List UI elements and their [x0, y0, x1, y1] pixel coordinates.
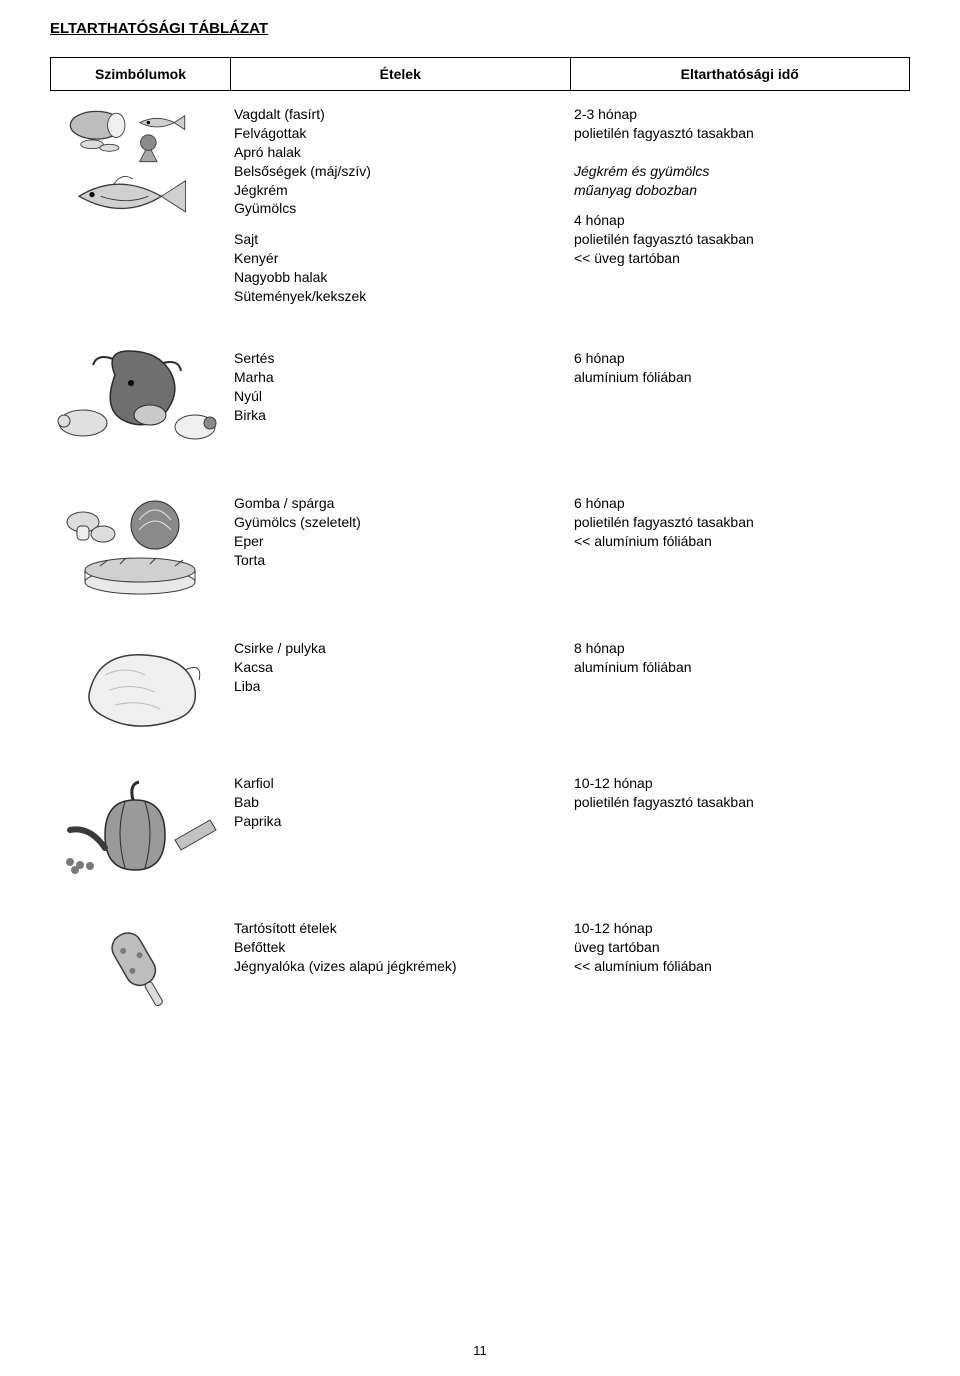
- food-item: Nyúl: [234, 387, 560, 406]
- symbol-vegetables-icon: [50, 770, 230, 880]
- food-item: Csirke / pulyka: [234, 639, 560, 658]
- time-line: műanyag dobozban: [574, 181, 900, 200]
- food-item: Nagyobb halak: [234, 268, 560, 287]
- time-line: Jégkrém és gyümölcs: [574, 162, 900, 181]
- time-line: polietilén fagyasztó tasakban: [574, 124, 900, 143]
- header-time: Eltarthatósági idő: [571, 58, 910, 90]
- table-row: Csirke / pulyka Kacsa Liba 8 hónap alumí…: [50, 635, 910, 735]
- food-item: Torta: [234, 551, 560, 570]
- time-line: polietilén fagyasztó tasakban: [574, 230, 900, 249]
- page-title: ELTARTHATÓSÁGI TÁBLÁZAT: [50, 20, 910, 37]
- food-item: Belsőségek (máj/szív): [234, 162, 560, 181]
- time-line: 2-3 hónap: [574, 105, 900, 124]
- time-cell: 10-12 hónap üveg tartóban << alumínium f…: [570, 915, 910, 980]
- food-item: Jégnyalóka (vizes alapú jégkrémek): [234, 957, 560, 976]
- food-cell: Sertés Marha Nyúl Birka: [230, 345, 570, 429]
- table-header: Szimbólumok Ételek Eltarthatósági idő: [50, 57, 910, 91]
- food-item: Tartósított ételek: [234, 919, 560, 938]
- food-item: Kenyér: [234, 249, 560, 268]
- food-cell: Gomba / spárga Gyümölcs (szeletelt) Eper…: [230, 490, 570, 574]
- time-line: alumínium fóliában: [574, 368, 900, 387]
- food-item: Kacsa: [234, 658, 560, 677]
- food-item: Gomba / spárga: [234, 494, 560, 513]
- food-item: Paprika: [234, 812, 560, 831]
- symbol-livestock-icon: [50, 345, 230, 455]
- food-item: Jégkrém: [234, 181, 560, 200]
- food-cell: Karfiol Bab Paprika: [230, 770, 570, 835]
- symbol-mixed-foods-icon: [50, 101, 230, 231]
- symbol-produce-cake-icon: [50, 490, 230, 600]
- time-line: << alumínium fóliában: [574, 532, 900, 551]
- time-line: 8 hónap: [574, 639, 900, 658]
- time-cell: 8 hónap alumínium fóliában: [570, 635, 910, 681]
- food-item: Sajt: [234, 230, 560, 249]
- food-cell: Csirke / pulyka Kacsa Liba: [230, 635, 570, 700]
- food-item: Birka: [234, 406, 560, 425]
- page-number: 11: [0, 1343, 960, 1358]
- food-item: Sütemények/kekszek: [234, 287, 560, 306]
- time-cell: 6 hónap alumínium fóliában: [570, 345, 910, 391]
- food-item: Apró halak: [234, 143, 560, 162]
- table-row: Vagdalt (fasírt) Felvágottak Apró halak …: [50, 101, 910, 310]
- time-line: 10-12 hónap: [574, 919, 900, 938]
- food-item: Karfiol: [234, 774, 560, 793]
- time-line: polietilén fagyasztó tasakban: [574, 793, 900, 812]
- time-cell: 10-12 hónap polietilén fagyasztó tasakba…: [570, 770, 910, 816]
- time-line: polietilén fagyasztó tasakban: [574, 513, 900, 532]
- time-cell: 2-3 hónap polietilén fagyasztó tasakban …: [570, 101, 910, 272]
- header-symbols: Szimbólumok: [51, 58, 231, 90]
- food-item: Eper: [234, 532, 560, 551]
- food-item: Bab: [234, 793, 560, 812]
- food-item: Liba: [234, 677, 560, 696]
- symbol-popsicle-icon: [50, 915, 230, 1025]
- table-row: Gomba / spárga Gyümölcs (szeletelt) Eper…: [50, 490, 910, 600]
- food-item: Sertés: [234, 349, 560, 368]
- time-line: << üveg tartóban: [574, 249, 900, 268]
- header-foods: Ételek: [231, 58, 571, 90]
- food-item: Gyümölcs: [234, 199, 560, 218]
- food-item: Befőttek: [234, 938, 560, 957]
- time-line: alumínium fóliában: [574, 658, 900, 677]
- food-item: Marha: [234, 368, 560, 387]
- food-item: Vagdalt (fasírt): [234, 105, 560, 124]
- time-line: 6 hónap: [574, 494, 900, 513]
- symbol-poultry-icon: [50, 635, 230, 735]
- time-cell: 6 hónap polietilén fagyasztó tasakban <<…: [570, 490, 910, 555]
- food-item: Gyümölcs (szeletelt): [234, 513, 560, 532]
- time-line: 4 hónap: [574, 211, 900, 230]
- time-line: 10-12 hónap: [574, 774, 900, 793]
- table-row: Karfiol Bab Paprika 10-12 hónap polietil…: [50, 770, 910, 880]
- food-cell: Tartósított ételek Befőttek Jégnyalóka (…: [230, 915, 570, 980]
- food-cell: Vagdalt (fasírt) Felvágottak Apró halak …: [230, 101, 570, 310]
- table-row: Sertés Marha Nyúl Birka 6 hónap alumíniu…: [50, 345, 910, 455]
- food-item: Felvágottak: [234, 124, 560, 143]
- table-row: Tartósított ételek Befőttek Jégnyalóka (…: [50, 915, 910, 1025]
- time-line: 6 hónap: [574, 349, 900, 368]
- time-line: üveg tartóban: [574, 938, 900, 957]
- time-line: << alumínium fóliában: [574, 957, 900, 976]
